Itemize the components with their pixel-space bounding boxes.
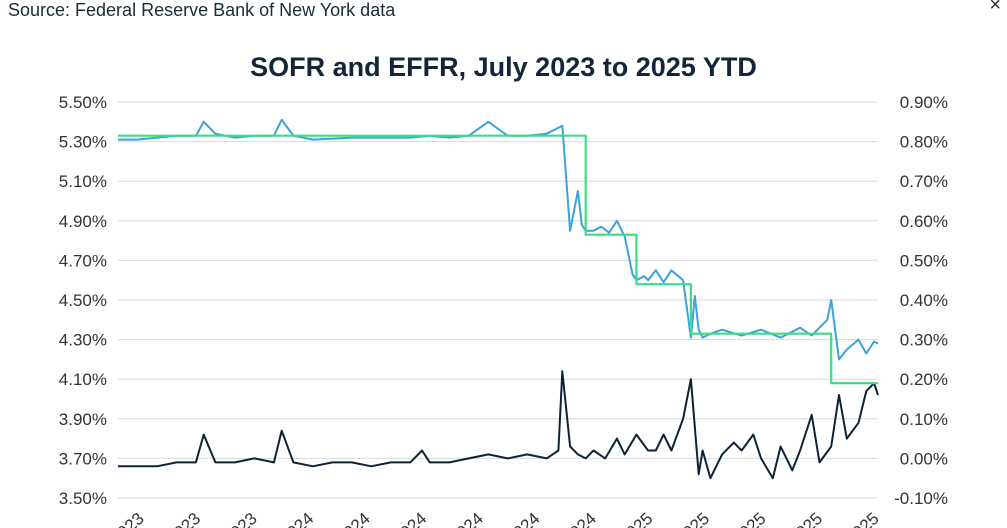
x-tick-label: 2025 [616,509,657,528]
right-axis: 0.90% 0.80% 0.70% 0.60% 0.50% 0.40% 0.30% 0.20%… [894,93,948,508]
left-tick-label: 4.90% [59,212,107,231]
left-axis: 5.50% 5.30% 5.10% 4.90% 4.70% 4.50% 4.30% 4.10%… [59,93,107,508]
right-tick-label: 0.20% [900,370,948,389]
right-tick-label: 0.30% [900,331,948,350]
sofr-series-line [118,118,879,361]
left-tick-label: 4.10% [59,370,107,389]
grid-layer [118,101,878,499]
right-tick-label: 0.10% [900,410,948,429]
right-tick-label: 0.00% [900,449,948,468]
left-tick-label: 4.30% [59,331,107,350]
x-tick-label: 2024 [276,509,317,528]
x-tick-label: 2024 [503,509,544,528]
left-tick-label: 3.90% [59,410,107,429]
x-tick-label: 2025 [785,509,826,528]
chart-title: SOFR and EFFR, July 2023 to 2025 YTD [250,52,757,82]
x-tick-label: 2025 [672,509,713,528]
left-tick-label: 3.70% [59,449,107,468]
left-tick-label: 5.30% [59,133,107,152]
effr-series-line [118,134,878,385]
right-tick-label: -0.10% [894,489,948,508]
x-tick-label: 2025 [729,509,770,528]
x-tick-label: 2023 [163,509,204,528]
x-tick-label: 2023 [220,509,261,528]
close-icon[interactable]: × [989,0,1001,16]
x-tick-label: 2024 [559,509,600,528]
left-tick-label: 3.50% [59,489,107,508]
right-tick-label: 0.40% [900,291,948,310]
right-tick-label: 0.50% [900,251,948,270]
left-tick-label: 4.50% [59,291,107,310]
x-axis: 2023 2023 2023 2024 2024 2024 2024 2024 2024 2025… [107,509,883,528]
left-tick-label: 5.10% [59,172,107,191]
right-tick-label: 0.60% [900,212,948,231]
x-tick-label: 2024 [446,509,487,528]
spread-series-line [118,370,879,480]
x-tick-label: 2024 [390,509,431,528]
series-layer [118,118,879,480]
right-tick-label: 0.80% [900,133,948,152]
x-tick-label: 2025 [842,509,883,528]
source-note: Source: Federal Reserve Bank of New York… [8,0,396,20]
x-tick-label: 2024 [333,509,374,528]
x-tick-label: 2023 [107,509,148,528]
left-tick-label: 4.70% [59,251,107,270]
right-tick-label: 0.70% [900,172,948,191]
left-tick-label: 5.50% [59,93,107,112]
right-tick-label: 0.90% [900,93,948,112]
